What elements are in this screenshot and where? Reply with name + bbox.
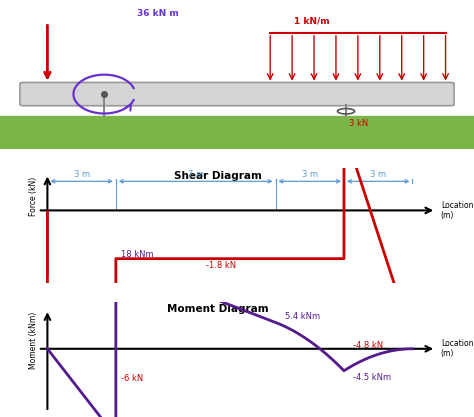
- Text: 3 m: 3 m: [301, 170, 318, 179]
- Text: 5.4 kNm: 5.4 kNm: [285, 312, 320, 321]
- FancyBboxPatch shape: [20, 83, 454, 106]
- Text: Location
(m): Location (m): [441, 201, 474, 220]
- Text: Moment Diagram: Moment Diagram: [167, 304, 269, 314]
- Text: 3 m: 3 m: [370, 170, 386, 179]
- Text: Shear Diagram: Shear Diagram: [174, 171, 262, 181]
- Text: 7 m: 7 m: [188, 170, 204, 179]
- Text: Location
(m): Location (m): [441, 339, 474, 359]
- Text: 1 kN/m: 1 kN/m: [294, 16, 329, 25]
- Text: 18 kNm: 18 kNm: [120, 251, 153, 259]
- Text: -4.5 kNm: -4.5 kNm: [354, 373, 392, 382]
- Text: 3 m: 3 m: [73, 170, 90, 179]
- Text: 3 kN: 3 kN: [349, 119, 368, 128]
- Text: -4.8 kN: -4.8 kN: [354, 342, 383, 350]
- Text: 36 kN m: 36 kN m: [137, 9, 179, 18]
- Text: Force (kN): Force (kN): [29, 177, 38, 216]
- Bar: [0, 116, 474, 149]
- Text: -1.8 kN: -1.8 kN: [206, 261, 237, 270]
- Text: Moment (kNm): Moment (kNm): [29, 311, 38, 369]
- Text: -6 kN: -6 kN: [120, 374, 143, 382]
